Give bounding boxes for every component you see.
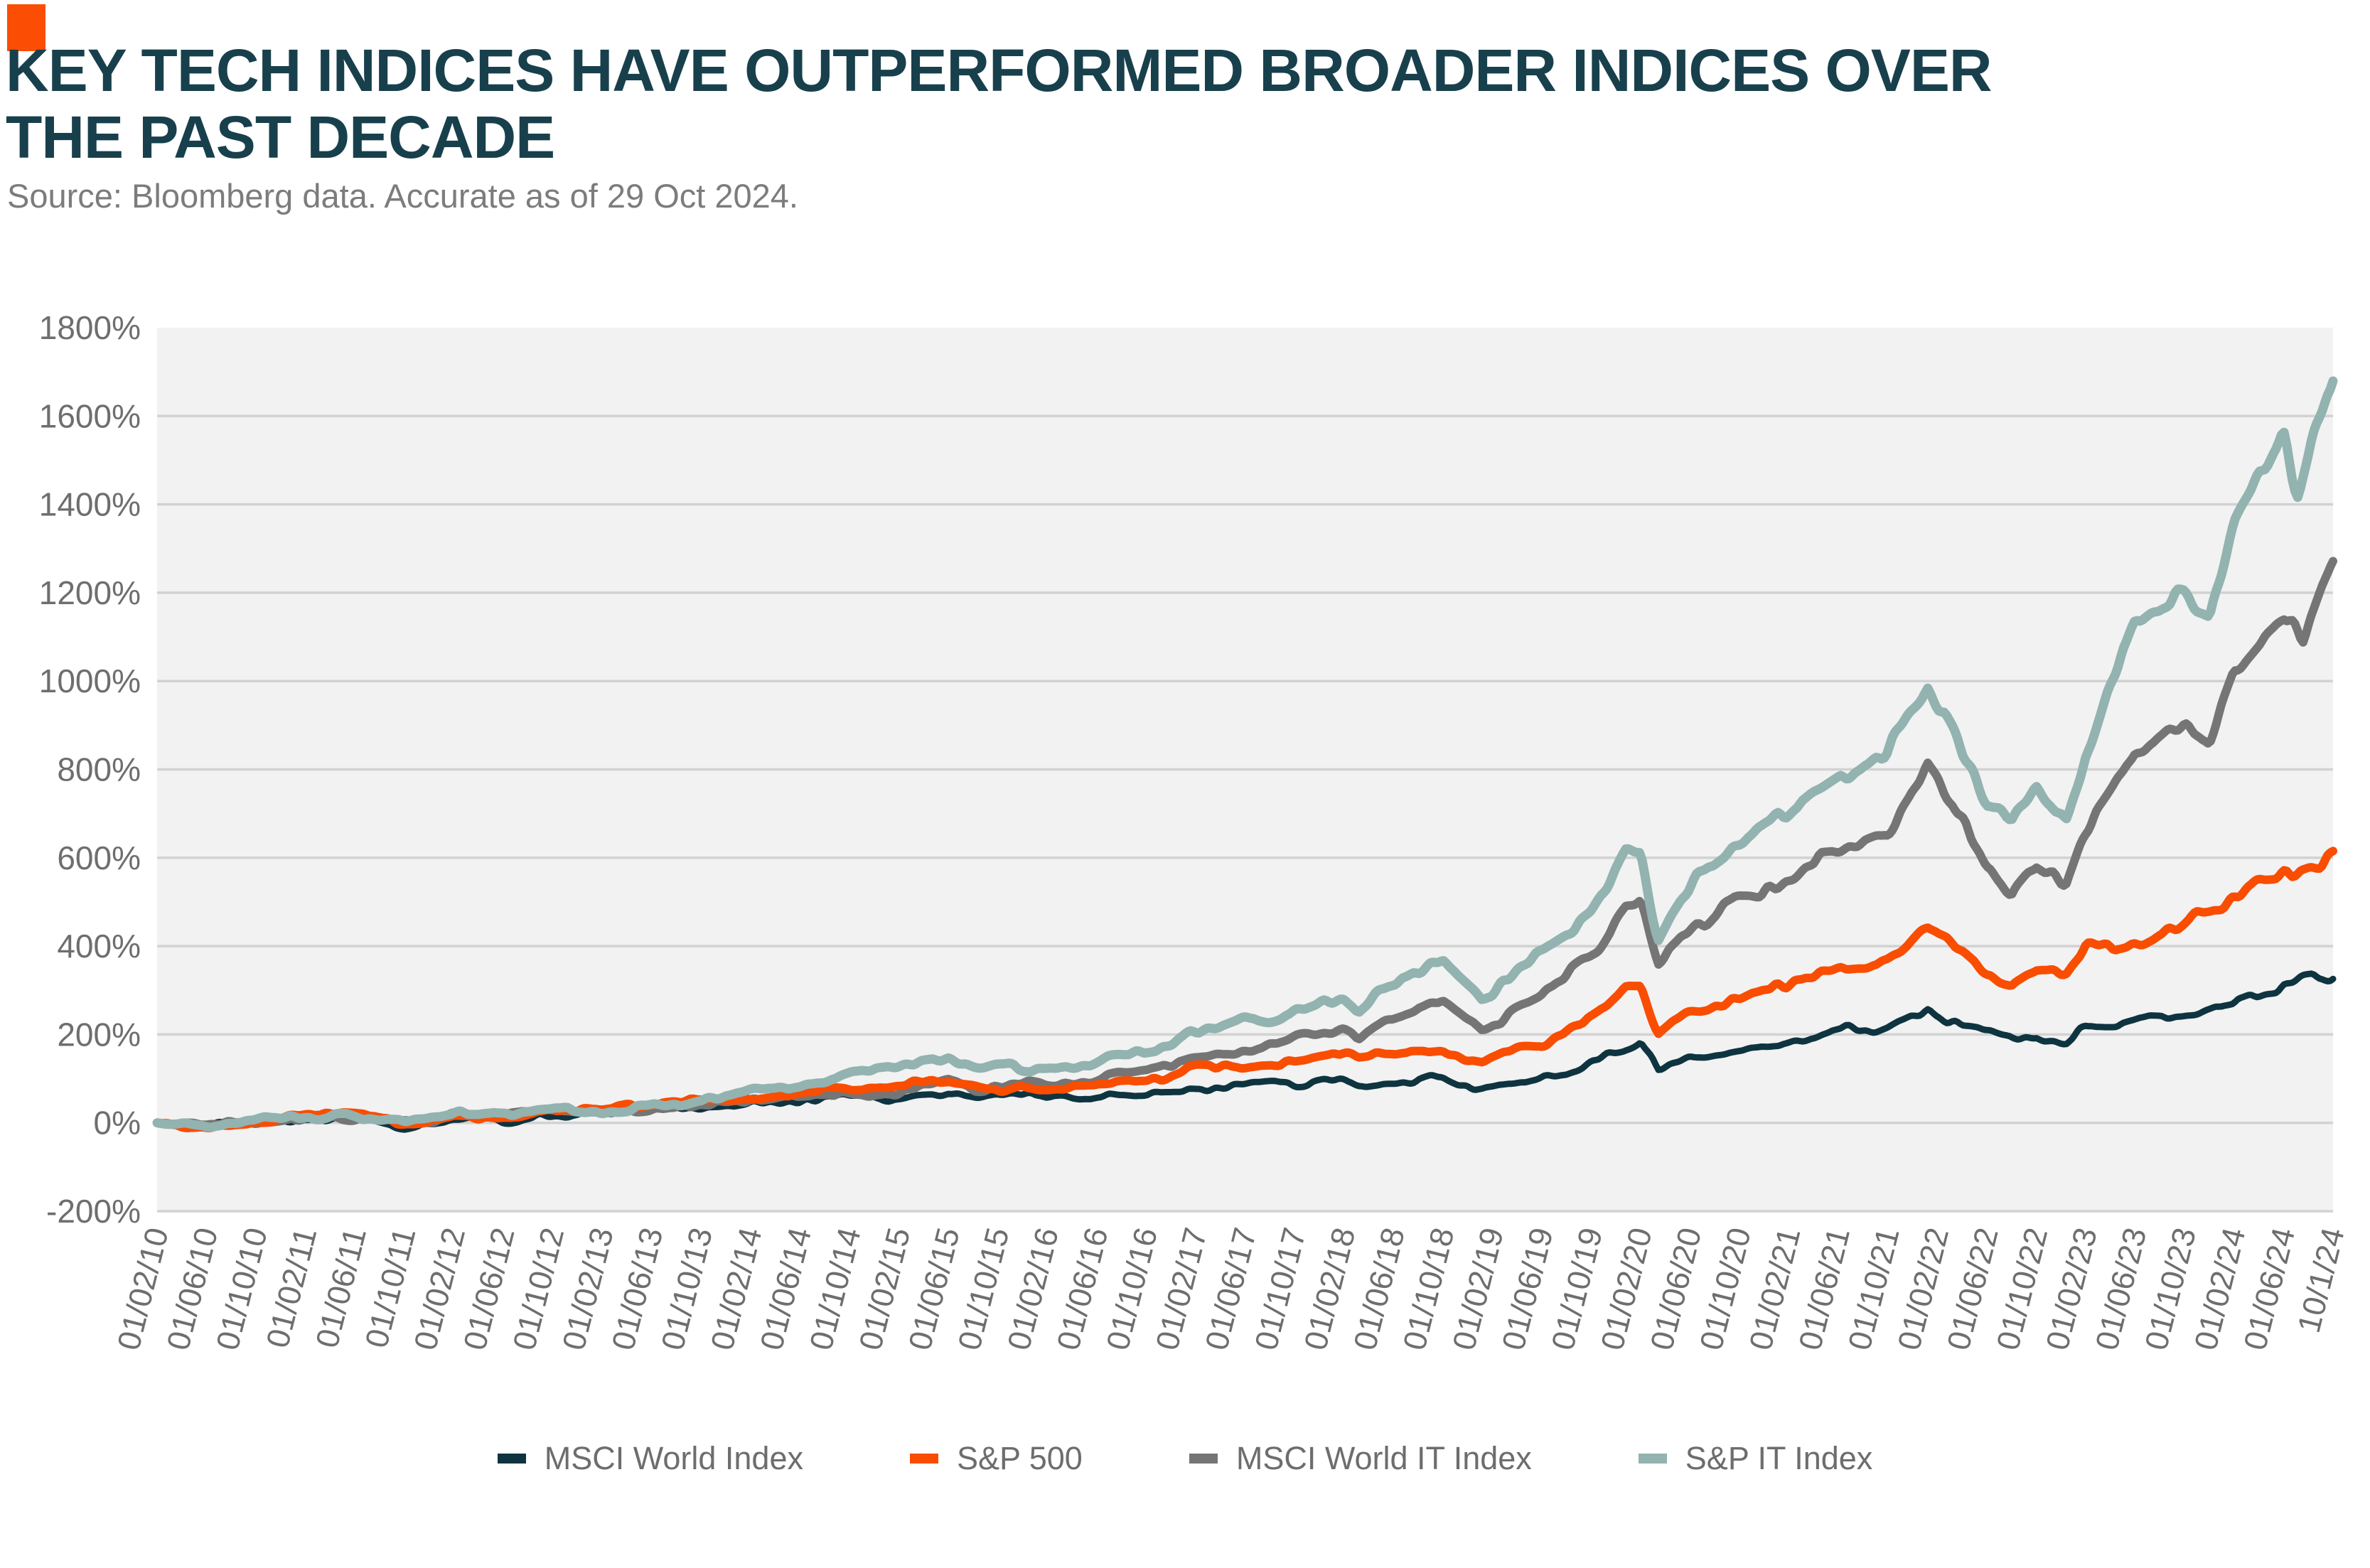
y-tick-label: 1400% bbox=[39, 486, 141, 523]
chart-legend: MSCI World Index S&P 500 MSCI World IT Ind… bbox=[0, 1440, 2370, 1477]
legend-swatch bbox=[1638, 1454, 1667, 1464]
legend-item-s-p-it-index: S&P IT Index bbox=[1638, 1440, 1873, 1477]
series-line-s-p-it-index bbox=[152, 376, 2338, 1132]
page-title: KEY TECH INDICES HAVE OUTPERFORMED BROAD… bbox=[6, 37, 2280, 171]
series-line-msci-world-index bbox=[154, 970, 2337, 1133]
y-tick-label: 0% bbox=[94, 1105, 141, 1142]
legend-swatch bbox=[497, 1454, 526, 1464]
legend-item-msci-world-index: MSCI World Index bbox=[497, 1440, 803, 1477]
y-tick-label: 400% bbox=[57, 928, 141, 965]
brand-orange-square bbox=[7, 4, 45, 51]
legend-swatch bbox=[910, 1454, 938, 1464]
source-note: Source: Bloomberg data. Accurate as of 2… bbox=[7, 177, 798, 215]
legend-label: MSCI World IT Index bbox=[1235, 1440, 1532, 1476]
legend-label: S&P IT Index bbox=[1685, 1440, 1873, 1476]
legend-label: S&P 500 bbox=[957, 1440, 1083, 1476]
page-title-line1: KEY TECH INDICES HAVE OUTPERFORMED BROAD… bbox=[6, 37, 1993, 104]
y-tick-label: -200% bbox=[46, 1193, 141, 1230]
y-tick-label: 1800% bbox=[39, 309, 141, 346]
y-tick-label: 1200% bbox=[39, 574, 141, 611]
legend-label: MSCI World Index bbox=[544, 1440, 803, 1476]
y-tick-label: 200% bbox=[57, 1016, 141, 1053]
y-tick-label: 1600% bbox=[39, 397, 141, 434]
y-tick-label: 600% bbox=[57, 839, 141, 876]
legend-swatch bbox=[1189, 1454, 1218, 1464]
y-tick-label: 1000% bbox=[39, 662, 141, 699]
legend-item-msci-world-it-index: MSCI World IT Index bbox=[1189, 1440, 1532, 1477]
legend-item-s-p-500: S&P 500 bbox=[910, 1440, 1083, 1477]
y-tick-label: 800% bbox=[57, 751, 141, 788]
page-title-line2: THE PAST DECADE bbox=[6, 104, 555, 171]
